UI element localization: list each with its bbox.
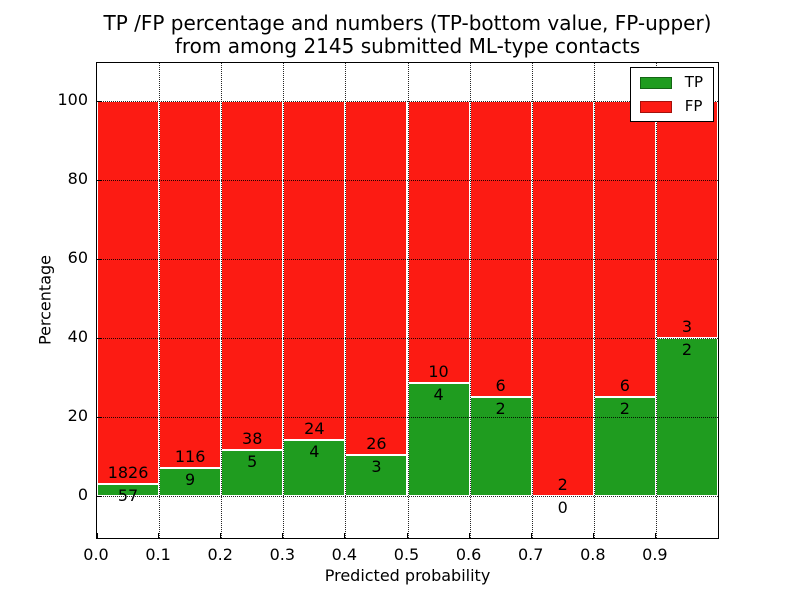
x-tick-label: 0.4 <box>331 545 358 564</box>
fp-count-label: 26 <box>366 434 387 454</box>
plot-area: 1826 57 116 9 38 5 24 4 26 3 10 4 6 2 2 0 6 2 3 2 TP FP <box>96 62 719 539</box>
x-tick-label: 0.6 <box>455 545 482 564</box>
x-tickmark <box>654 533 656 538</box>
x-tickmark <box>220 533 222 538</box>
x-tick-label: 0.3 <box>269 545 296 564</box>
y-tick-label: 60 <box>67 247 88 267</box>
bar-segment-fp <box>531 100 594 497</box>
bar-segment-tp <box>97 484 160 497</box>
fp-count-label: 6 <box>619 376 630 396</box>
fp-count-label: 38 <box>242 429 263 449</box>
fp-count-label: 24 <box>304 418 325 438</box>
fp-count-label: 2 <box>557 475 568 495</box>
bar-segment-tp <box>469 397 532 497</box>
x-tickmark <box>592 533 594 538</box>
tp-count-label: 9 <box>185 469 196 489</box>
x-tick-label: 0.7 <box>517 545 544 564</box>
legend-label: TP <box>684 73 703 91</box>
x-tick-label: 0.9 <box>642 545 668 564</box>
bar-segment-fp <box>221 100 284 451</box>
tp-count-label: 4 <box>309 441 320 461</box>
bar-segment-tp <box>655 338 718 497</box>
x-tick-label: 0.2 <box>207 545 233 564</box>
legend: TP FP <box>629 67 714 122</box>
y-tick-label: 80 <box>67 168 88 188</box>
tp-count-label: 2 <box>495 399 506 419</box>
x-tickmark <box>468 533 470 538</box>
legend-label: FP <box>684 97 703 115</box>
fp-count-label: 3 <box>681 317 693 337</box>
legend-item: TP <box>639 73 703 91</box>
y-tick-label: 20 <box>67 406 88 426</box>
chart-title-line1: TP /FP percentage and numbers (TP-bottom… <box>103 11 712 35</box>
bar-segment-fp <box>593 100 656 398</box>
bar-segment-tp <box>345 455 408 497</box>
chart-title: TP /FP percentage and numbers (TP-bottom… <box>96 12 719 58</box>
bar-value-labels-layer: 1826 57 116 9 38 5 24 4 26 3 10 4 6 2 2 0 6 2 3 2 <box>97 63 718 538</box>
tp-count-label: 3 <box>371 457 382 477</box>
y-tick-label: 40 <box>67 327 88 347</box>
bar-segment-fp <box>655 100 718 339</box>
x-tick-label: 0.1 <box>145 545 171 564</box>
bars-layer <box>97 63 718 538</box>
tp-count-label: 4 <box>433 385 444 405</box>
bar-segment-fp <box>283 100 346 440</box>
legend-item: FP <box>639 97 703 115</box>
x-tickmark <box>406 533 408 538</box>
x-tickmark <box>158 533 160 538</box>
tp-count-label: 2 <box>681 340 693 360</box>
tp-legend-swatch <box>639 76 672 89</box>
bar-segment-tp <box>407 383 470 497</box>
y-tick-label: 100 <box>57 89 88 109</box>
x-tick-label: 0.8 <box>580 545 606 564</box>
fp-count-label: 10 <box>428 362 449 382</box>
bar-segment-tp <box>283 439 346 497</box>
bar-segment-fp <box>345 100 408 456</box>
chart-title-line2: from among 2145 submitted ML-type contac… <box>174 34 641 58</box>
tp-count-label: 2 <box>619 399 630 419</box>
bar-segment-tp <box>593 397 656 497</box>
fp-legend-swatch <box>639 100 672 113</box>
x-tickmark <box>97 533 98 538</box>
fp-count-label: 6 <box>495 376 506 396</box>
bar-segment-tp <box>159 467 222 497</box>
x-tick-label: 0.5 <box>393 545 420 564</box>
tp-count-label: 0 <box>557 498 568 518</box>
tp-count-label: 57 <box>117 486 139 506</box>
x-tickmark <box>282 533 284 538</box>
y-tick-label: 0 <box>77 485 88 505</box>
x-tickmark <box>530 533 532 538</box>
x-axis-label: Predicted probability <box>324 566 491 585</box>
fp-count-label: 116 <box>174 446 206 466</box>
bar-segment-fp <box>97 100 160 485</box>
tp-count-label: 5 <box>247 452 258 472</box>
fp-count-label: 1826 <box>107 463 149 483</box>
x-tick-label: 0.0 <box>83 545 109 564</box>
x-tickmark <box>344 533 346 538</box>
